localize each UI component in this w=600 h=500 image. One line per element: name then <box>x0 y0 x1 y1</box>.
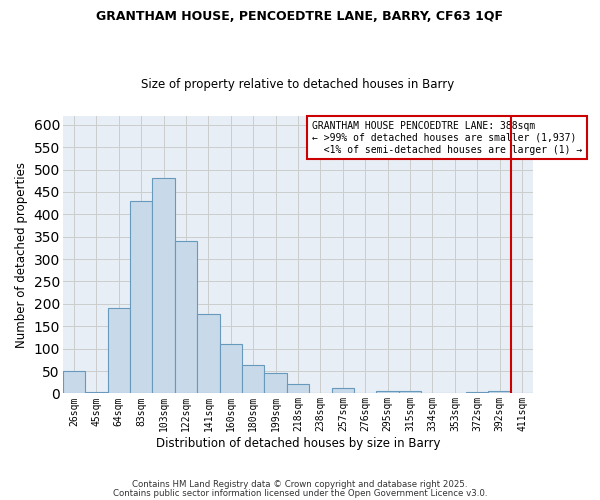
Bar <box>63 371 85 394</box>
Bar <box>197 314 220 394</box>
Bar <box>242 365 265 394</box>
Bar <box>107 308 130 394</box>
Title: Size of property relative to detached houses in Barry: Size of property relative to detached ho… <box>142 78 455 91</box>
Bar <box>265 374 287 394</box>
Bar <box>130 201 152 394</box>
Bar <box>376 391 399 394</box>
Bar <box>287 384 309 394</box>
Bar <box>399 391 421 394</box>
Bar <box>152 178 175 394</box>
Text: GRANTHAM HOUSE, PENCOEDTRE LANE, BARRY, CF63 1QF: GRANTHAM HOUSE, PENCOEDTRE LANE, BARRY, … <box>97 10 503 23</box>
Bar <box>421 392 443 394</box>
Bar <box>175 241 197 394</box>
Text: GRANTHAM HOUSE PENCOEDTRE LANE: 388sqm
← >99% of detached houses are smaller (1,: GRANTHAM HOUSE PENCOEDTRE LANE: 388sqm ←… <box>312 122 583 154</box>
Bar <box>85 392 107 394</box>
Bar <box>466 392 488 394</box>
Bar <box>220 344 242 394</box>
Text: Contains public sector information licensed under the Open Government Licence v3: Contains public sector information licen… <box>113 488 487 498</box>
X-axis label: Distribution of detached houses by size in Barry: Distribution of detached houses by size … <box>156 437 440 450</box>
Text: Contains HM Land Registry data © Crown copyright and database right 2025.: Contains HM Land Registry data © Crown c… <box>132 480 468 489</box>
Bar <box>488 391 511 394</box>
Y-axis label: Number of detached properties: Number of detached properties <box>15 162 28 348</box>
Bar <box>332 388 354 394</box>
